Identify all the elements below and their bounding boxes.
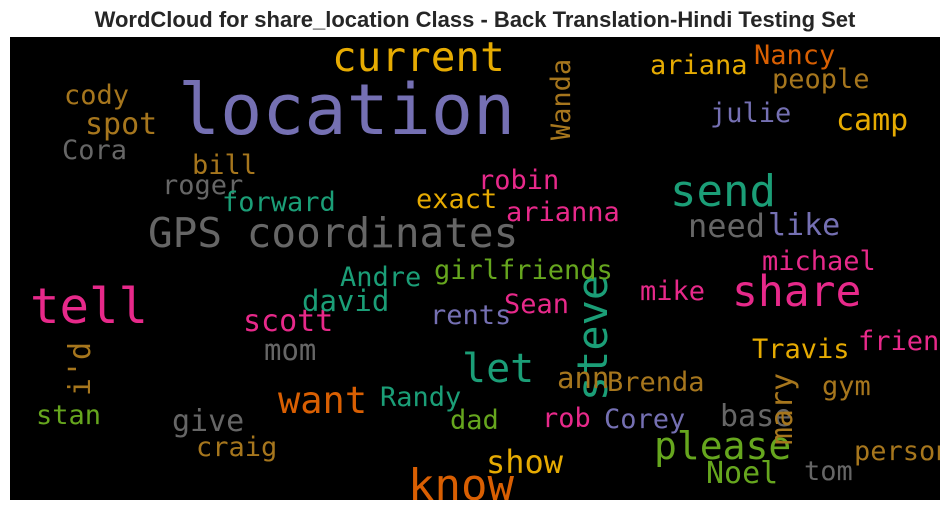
- word-spot: spot: [85, 107, 158, 142]
- word-girlfriends: girlfriends: [434, 255, 613, 286]
- word-ann: ann: [557, 361, 610, 395]
- word-brenda: Brenda: [607, 367, 705, 398]
- word-craig: craig: [196, 432, 278, 463]
- word-tell: tell: [30, 278, 149, 335]
- word-mary: mary: [765, 372, 801, 446]
- word-gps-coordinates: GPS coordinates: [148, 209, 519, 257]
- word-please: please: [654, 424, 792, 468]
- word-show: show: [486, 443, 564, 481]
- word-let: let: [462, 346, 535, 392]
- word-base: base: [720, 399, 793, 434]
- word-need: need: [688, 207, 766, 245]
- word-scott: scott: [243, 304, 334, 339]
- word-corey: Corey: [604, 404, 686, 435]
- word-nancy: Nancy: [754, 40, 836, 71]
- word-person: person: [854, 436, 940, 467]
- wordcloud-panel: location tell know send share steve GPS coordi…: [10, 37, 940, 500]
- word-andre: Andre: [340, 262, 422, 293]
- word-camp: camp: [836, 103, 909, 138]
- word-tom: tom: [804, 456, 853, 487]
- word-know: know: [408, 460, 514, 501]
- word-noel: Noel: [706, 456, 779, 491]
- word-friend: friend: [858, 326, 940, 357]
- word-david: david: [302, 284, 390, 318]
- word-travis: Travis: [752, 334, 850, 365]
- word-cody: cody: [64, 80, 130, 111]
- word-send: send: [670, 166, 776, 217]
- word-roger: roger: [162, 170, 244, 201]
- word-robin: robin: [478, 165, 560, 196]
- word-location: location: [178, 69, 516, 151]
- chart-title: WordCloud for share_location Class - Bac…: [94, 7, 856, 32]
- word-i-d: i'd: [63, 341, 99, 397]
- word-current: current: [332, 37, 505, 81]
- word-mike: mike: [640, 276, 706, 307]
- word-sean: Sean: [504, 289, 570, 320]
- word-dad: dad: [450, 405, 499, 436]
- word-want: want: [278, 379, 368, 422]
- word-share: share: [732, 267, 862, 317]
- word-bill: bill: [192, 150, 258, 181]
- word-rob: rob: [542, 403, 591, 434]
- word-michael: michael: [762, 246, 876, 277]
- word-mom: mom: [264, 333, 317, 367]
- word-exact: exact: [416, 184, 498, 215]
- word-rents: rents: [430, 300, 512, 331]
- word-people: people: [772, 64, 870, 95]
- word-ariana: ariana: [650, 50, 748, 81]
- word-arianna: arianna: [506, 197, 620, 228]
- word-like: like: [768, 208, 841, 243]
- word-cora: Cora: [62, 135, 128, 166]
- word-randy: Randy: [380, 382, 462, 413]
- word-stan: stan: [36, 400, 102, 431]
- word-give: give: [172, 404, 245, 439]
- word-julie: julie: [710, 98, 792, 129]
- word-wanda: Wanda: [546, 58, 578, 141]
- word-forward: forward: [222, 187, 336, 218]
- word-gym: gym: [822, 371, 871, 402]
